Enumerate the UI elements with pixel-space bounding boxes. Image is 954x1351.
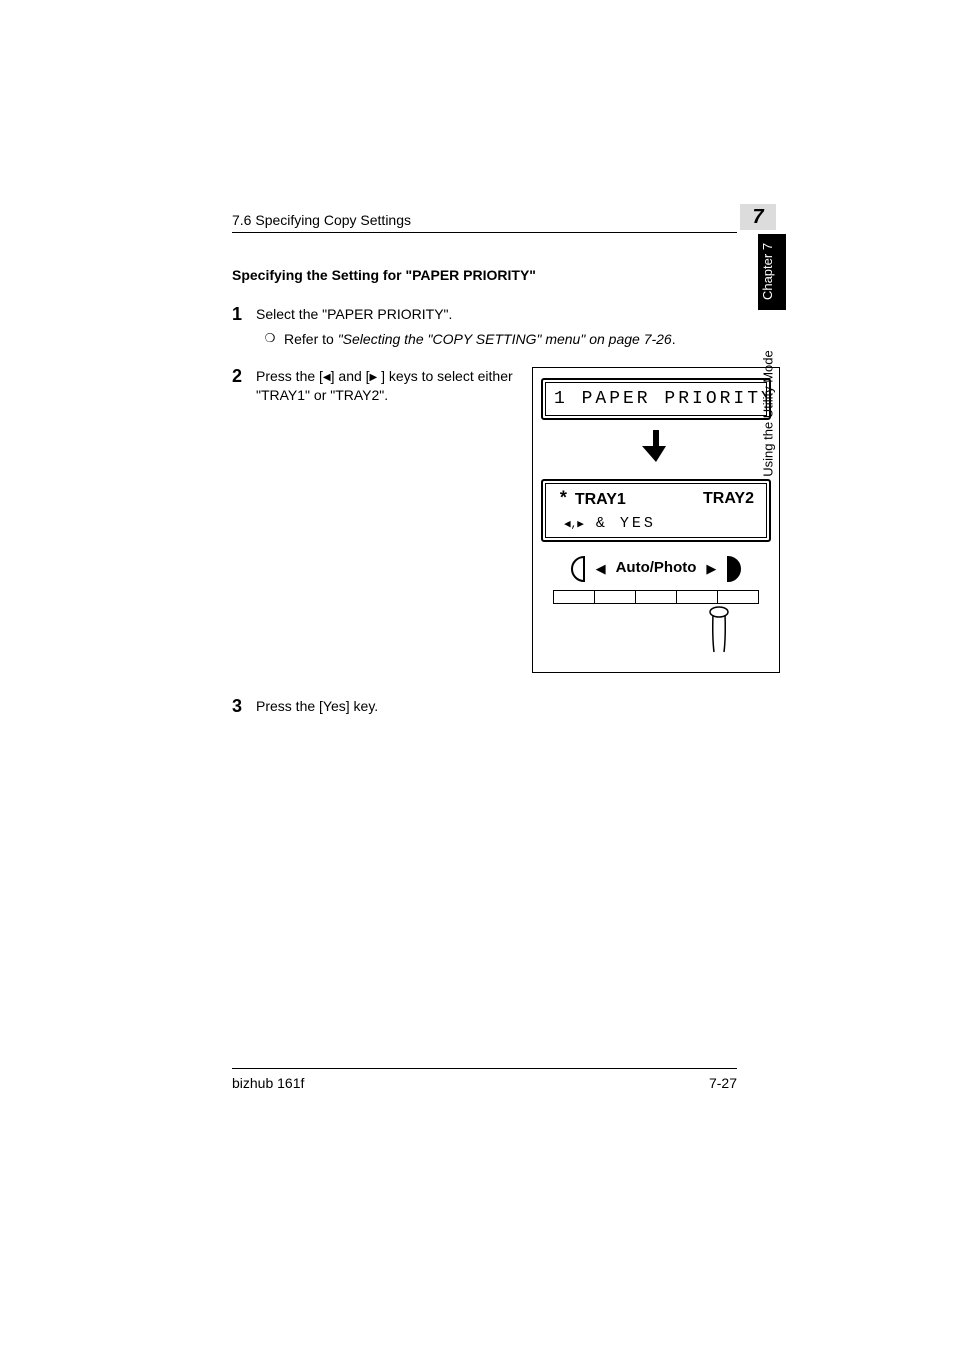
auto-photo-row: ◀ Auto/Photo ▶ xyxy=(549,556,763,582)
footer-right: 7-27 xyxy=(709,1075,737,1091)
lcd-screen-1: 1 PAPER PRIORITY xyxy=(541,378,771,420)
step-3: 3 Press the [Yes] key. xyxy=(232,697,737,717)
half-moon-left-icon xyxy=(570,556,586,582)
step-2-row: Press the [◀] and [▶ ] keys to select ei… xyxy=(256,367,780,674)
density-cell xyxy=(636,590,677,604)
bullet-icon: ❍ xyxy=(256,330,284,349)
section-title: Specifying Copy Settings xyxy=(255,212,411,228)
density-cell xyxy=(553,590,595,604)
step-1-sub: ❍ Refer to "Selecting the "COPY SETTING"… xyxy=(256,330,737,349)
chapter-number: 7 xyxy=(752,206,763,228)
step-1-sub-text: Refer to "Selecting the "COPY SETTING" m… xyxy=(284,330,676,349)
section-number: 7.6 xyxy=(232,212,251,228)
footer-left: bizhub 161f xyxy=(232,1075,304,1091)
down-arrow-icon xyxy=(541,430,771,467)
step-1-text: Select the "PAPER PRIORITY". xyxy=(256,305,737,324)
lcd2-line2: & YES xyxy=(596,515,656,532)
step-2: 2 Press the [◀] and [▶ ] keys to select … xyxy=(232,367,737,674)
density-bar xyxy=(553,590,759,604)
nav-arrows-icon: ◀,▶ xyxy=(564,519,584,531)
chapter-number-box: 7 xyxy=(740,204,776,230)
page-subtitle: Specifying the Setting for "PAPER PRIORI… xyxy=(232,267,737,283)
lcd2-row1: * TRAY1 TRAY2 xyxy=(554,488,758,512)
step-1: 1 Select the "PAPER PRIORITY". ❍ Refer t… xyxy=(232,305,737,349)
density-cell xyxy=(718,590,759,604)
s2b: ] and [ xyxy=(331,368,370,384)
lcd2-inner: * TRAY1 TRAY2 ◀,▶ & YES xyxy=(545,483,767,538)
sub-italic: "Selecting the "COPY SETTING" menu" on p… xyxy=(338,331,672,347)
lcd2-left: * TRAY1 xyxy=(558,488,626,512)
left-arrow-icon: ◀ xyxy=(596,560,606,578)
tray2-label: TRAY2 xyxy=(703,488,754,512)
auto-photo-label: Auto/Photo xyxy=(616,558,697,578)
density-cell xyxy=(595,590,636,604)
lcd2-row2: ◀,▶ & YES xyxy=(554,512,758,534)
half-moon-right-icon xyxy=(726,556,742,582)
step-body: Select the "PAPER PRIORITY". ❍ Refer to … xyxy=(256,305,737,349)
star-icon: * xyxy=(558,490,569,510)
finger-press-icon xyxy=(541,606,771,659)
lcd-diagram: 1 PAPER PRIORITY * TRAY1 TRAY2 ◀,▶ xyxy=(532,367,780,674)
tray1-label: TRAY1 xyxy=(575,491,626,508)
step-3-text: Press the [Yes] key. xyxy=(256,697,737,717)
density-cell xyxy=(677,590,718,604)
step-2-text: Press the [◀] and [▶ ] keys to select ei… xyxy=(256,367,516,405)
lcd1-text: 1 PAPER PRIORITY xyxy=(545,382,767,416)
content-area: 7.6 Specifying Copy Settings Specifying … xyxy=(232,212,737,735)
step-number: 2 xyxy=(232,367,256,674)
step-number: 1 xyxy=(232,305,256,349)
chapter-tab: Chapter 7 xyxy=(758,234,786,310)
chapter-tab-label: Chapter 7 xyxy=(760,243,775,300)
section-header: 7.6 Specifying Copy Settings xyxy=(232,212,737,233)
right-arrow-icon: ▶ xyxy=(706,560,716,578)
page: 7 Chapter 7 Using the Utility Mode 7.6 S… xyxy=(0,0,954,1351)
sub-suffix: . xyxy=(672,331,676,347)
left-arrow-icon: ◀ xyxy=(323,373,331,383)
s2a: Press the [ xyxy=(256,368,323,384)
lcd-screen-2: * TRAY1 TRAY2 ◀,▶ & YES xyxy=(541,479,771,542)
step-number: 3 xyxy=(232,697,256,717)
page-footer: bizhub 161f 7-27 xyxy=(232,1068,737,1091)
sub-prefix: Refer to xyxy=(284,331,338,347)
